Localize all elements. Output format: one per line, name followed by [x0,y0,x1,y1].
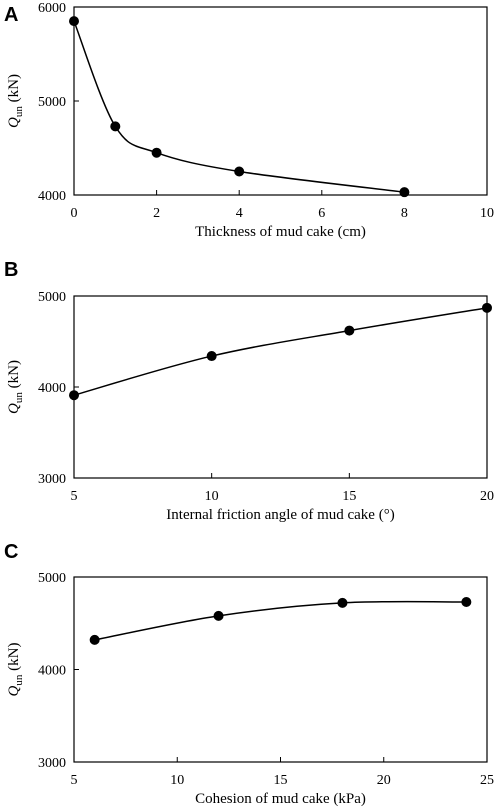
series-line [94,600,467,641]
data-point [69,16,79,27]
x-tick-label: 10 [480,206,494,221]
x-tick-label: 15 [342,489,356,504]
x-axis-title: Thickness of mud cake (cm) [195,224,366,240]
x-axis-title: Internal friction angle of mud cake (°) [166,507,394,523]
y-axis-title: Qun (kN) [6,643,25,697]
x-tick-label: 5 [71,489,78,504]
y-tick-label: 5000 [38,95,66,110]
data-point [69,390,79,401]
data-point [151,147,162,158]
x-tick-label: 4 [236,206,243,221]
x-tick-label: 6 [318,206,325,221]
chart-panel-b: B 5 10 15 20 3000 4000 5000 Internal friction an… [4,259,494,523]
x-tick-label: 10 [170,773,184,788]
y-axis-title-subscript: un [13,106,25,118]
y-axis-title: Qun (kN) [6,74,25,128]
x-tick-label: 20 [480,489,494,504]
y-axis-title-symbol: Q [6,403,22,414]
y-tick-label: 4000 [38,664,66,679]
x-tick-label: 10 [205,489,219,504]
data-point [110,121,121,132]
y-axis-title-subscript: un [13,674,25,686]
y-axis-title-unit: (kN) [6,74,22,106]
y-tick-label: 3000 [38,472,66,487]
data-point [344,325,355,336]
panel-label: B [4,259,18,281]
data-point [337,597,348,608]
y-axis-title-symbol: Q [6,685,22,696]
plot-frame [73,6,488,196]
series-line [73,307,488,396]
data-point [213,610,224,621]
x-axis-title: Cohesion of mud cake (kPa) [195,791,366,807]
y-tick-label: 5000 [38,290,66,305]
y-axis-title-unit: (kN) [6,643,22,675]
chart-panel-a: A 0 2 4 6 8 10 4000 5000 6000 Thickness of mud cak… [4,1,494,240]
data-point [234,166,245,177]
data-point [206,351,217,362]
x-tick-label: 15 [274,773,288,788]
y-tick-label: 4000 [38,381,66,396]
data-point [399,187,410,198]
x-tick-label: 0 [71,206,78,221]
data-point [461,596,472,607]
plot-frame [73,576,488,763]
y-tick-label: 3000 [38,756,66,771]
panel-label: A [4,4,18,26]
panel-label: C [4,541,18,563]
x-tick-label: 25 [480,773,494,788]
y-tick-label: 4000 [38,189,66,204]
y-tick-label: 6000 [38,1,66,16]
x-tick-label: 8 [401,206,408,221]
series-line [73,20,405,193]
y-tick-label: 5000 [38,571,66,586]
chart-panel-c: C 5 10 15 20 25 3000 4000 5000 Cohesion of mud ca… [4,541,494,807]
y-axis-title-subscript: un [13,392,25,404]
data-point [482,302,492,313]
x-tick-label: 2 [153,206,160,221]
y-axis-title-symbol: Q [6,117,22,128]
y-axis-title-unit: (kN) [6,360,22,392]
plot-frame [73,295,488,479]
y-axis-title: Qun (kN) [6,360,25,414]
x-tick-label: 20 [377,773,391,788]
data-point [89,634,100,645]
x-tick-label: 5 [71,773,78,788]
